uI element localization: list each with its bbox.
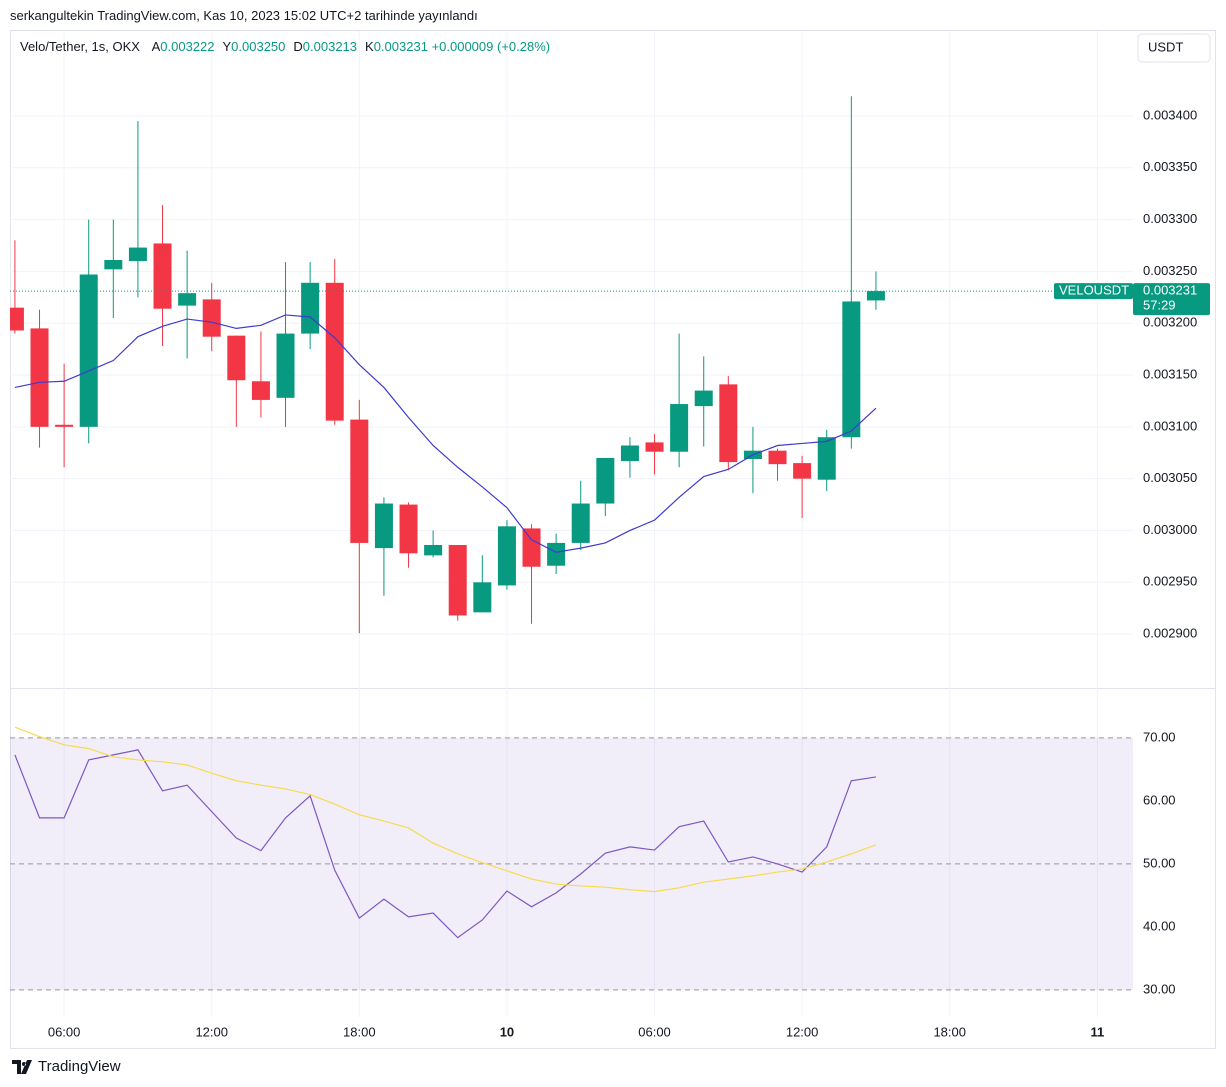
candle-body	[251, 381, 270, 400]
rsi-pane	[10, 726, 1133, 991]
candle-body	[178, 293, 197, 306]
plot	[10, 726, 1133, 991]
candle-body	[719, 384, 738, 463]
candle-body	[30, 328, 49, 427]
y-tick-label: 0.003200	[1143, 315, 1197, 330]
y-tick-label: 0.003050	[1143, 470, 1197, 485]
plot	[10, 96, 1133, 635]
candle-body	[374, 503, 393, 549]
candle-body	[497, 526, 516, 586]
field-key: Y	[222, 39, 232, 54]
footer: TradingView	[12, 1058, 121, 1075]
candle-body	[128, 247, 147, 262]
candle-body	[325, 282, 344, 421]
legend-header: Velo/Tether, 1s, OKX A0.003222 Y0.003250 D…	[20, 39, 550, 54]
x-tick-label: 12:00	[195, 1024, 228, 1039]
currency-button-label[interactable]: USDT	[1148, 39, 1183, 54]
x-tick-label: 11	[1090, 1024, 1104, 1039]
candle-body	[596, 457, 615, 504]
field-key: A	[151, 39, 161, 54]
field-key: K	[365, 39, 374, 54]
price-tag-label: 0.003231	[1143, 283, 1197, 298]
y-tick-label: 70.00	[1143, 729, 1176, 744]
y-tick-label: 0.003150	[1143, 366, 1197, 381]
candle-body	[694, 390, 713, 407]
candle-body	[301, 282, 320, 334]
symbol-tag-label: VELOUSDT	[1059, 283, 1129, 298]
y-tick-label: 0.003350	[1143, 159, 1197, 174]
x-tick-label: 06:00	[48, 1024, 81, 1039]
candle-body	[768, 450, 787, 465]
candle-body	[424, 544, 443, 556]
y-tick-label: 0.003400	[1143, 107, 1197, 122]
axes: 0.002900 0.002950 0.003000 0.003050 0.003100…	[48, 107, 1210, 1039]
candle-body	[448, 544, 467, 616]
candle-body	[399, 504, 418, 554]
price-tag	[1133, 283, 1210, 316]
candle-body	[153, 243, 172, 309]
x-tick-label: 06:00	[638, 1024, 671, 1039]
field-value: 0.003250	[231, 39, 286, 54]
countdown-label: 57:29	[1143, 298, 1176, 313]
candle-body	[350, 419, 369, 543]
change: +0.000009 (+0.28%)	[431, 39, 551, 54]
candle-body	[55, 424, 74, 427]
candle-body	[670, 404, 689, 452]
candle-body	[620, 445, 639, 462]
candle-body	[79, 274, 98, 427]
y-tick-label: 30.00	[1143, 981, 1176, 996]
candle-body	[793, 463, 812, 479]
candle-body	[104, 260, 123, 270]
price-pane	[10, 96, 1133, 635]
currency-button[interactable]	[1137, 33, 1211, 63]
brand-name: TradingView	[38, 1058, 121, 1075]
chart-frame	[10, 30, 1216, 1049]
x-tick-label: 10	[500, 1024, 514, 1039]
y-tick-label: 50.00	[1143, 855, 1176, 870]
symbol-title: Velo/Tether, 1s, OKX	[20, 39, 140, 54]
candle-body	[227, 335, 246, 381]
symbol-tag	[1054, 283, 1133, 300]
x-tick-label: 18:00	[343, 1024, 376, 1039]
candle-body	[547, 542, 566, 566]
y-tick-label: 0.002900	[1143, 626, 1197, 641]
candle-body	[473, 582, 492, 613]
candle-body	[645, 442, 664, 452]
y-tick-label: 60.00	[1143, 792, 1176, 807]
field-value: 0.003231	[373, 39, 428, 54]
y-tick-label: 0.003300	[1143, 211, 1197, 226]
candle-body	[817, 437, 836, 480]
y-tick-label: 0.002950	[1143, 574, 1197, 589]
series-line	[14, 726, 877, 893]
x-tick-label: 12:00	[786, 1024, 819, 1039]
candle-body	[571, 503, 590, 543]
y-tick-label: 0.003000	[1143, 522, 1197, 537]
y-tick-label: 40.00	[1143, 918, 1176, 933]
brand-logo	[12, 1059, 32, 1074]
series-line	[14, 314, 877, 553]
x-tick-label: 18:00	[933, 1024, 966, 1039]
candle-body	[842, 301, 861, 438]
field-value: 0.003222	[160, 39, 215, 54]
candle-body	[10, 307, 24, 331]
field-key: D	[293, 39, 303, 54]
published-note: serkangultekin TradingView.com, Kas 10, …	[10, 8, 478, 23]
candle-body	[276, 333, 295, 398]
y-tick-label: 0.003100	[1143, 418, 1197, 433]
series-line	[14, 749, 877, 939]
ohlc-fields: A0.003222 Y0.003250 D0.003213 K0.003231	[144, 39, 432, 54]
candle-body	[522, 528, 541, 567]
y-tick-label: 0.003250	[1143, 263, 1197, 278]
candle-body	[202, 299, 221, 337]
candle-body	[866, 291, 885, 301]
field-value: 0.003213	[302, 39, 358, 54]
